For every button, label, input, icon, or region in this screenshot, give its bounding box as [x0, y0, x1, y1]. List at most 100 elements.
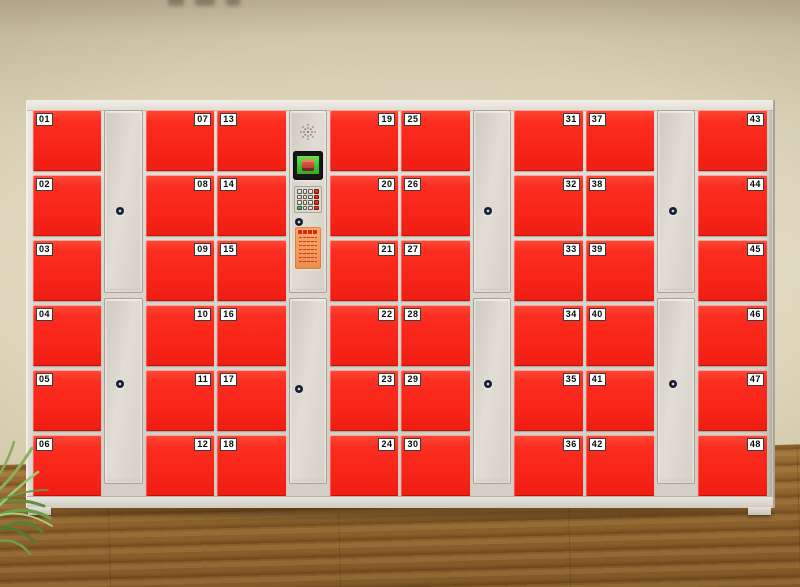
locker-door-20[interactable]: 20 — [329, 175, 399, 236]
door-number-plate: 47 — [746, 373, 764, 386]
locker-door-10[interactable]: 10 — [145, 305, 215, 366]
locker-door-42[interactable]: 42 — [585, 435, 655, 496]
locker-door-30[interactable]: 30 — [401, 435, 470, 496]
locker-door-40[interactable]: 40 — [585, 305, 655, 366]
locker-door-32[interactable]: 32 — [514, 175, 583, 236]
locker-door-45[interactable]: 45 — [698, 240, 767, 301]
locker-door-25[interactable]: 25 — [401, 110, 470, 171]
keypad-key[interactable] — [296, 189, 302, 194]
door-number-plate: 03 — [36, 243, 54, 256]
locker-door-46[interactable]: 46 — [698, 305, 767, 366]
locker-door-26[interactable]: 26 — [401, 175, 470, 236]
keypad-key[interactable] — [302, 200, 308, 205]
lock-icon[interactable] — [116, 379, 124, 388]
locker-door-47[interactable]: 47 — [698, 370, 767, 431]
locker-door-18[interactable]: 18 — [217, 435, 286, 496]
door-number-plate: 24 — [378, 438, 396, 451]
door-number-plate: 38 — [588, 178, 606, 191]
locker-door-41[interactable]: 41 — [585, 370, 655, 431]
door-number-plate: 34 — [562, 308, 580, 321]
keypad-key[interactable] — [308, 194, 314, 199]
locker-columns: 01 02 03 04 05 06 07 08 09 10 11 12 13 14 15 16 17 18 — [33, 110, 767, 496]
cabinet-top-frame — [27, 100, 773, 111]
service-door[interactable] — [288, 298, 327, 484]
door-number-plate: 07 — [194, 113, 212, 126]
keypad-key[interactable] — [314, 200, 319, 205]
lock-icon[interactable] — [116, 206, 124, 215]
locker-door-38[interactable]: 38 — [585, 175, 655, 236]
locker-door-11[interactable]: 11 — [145, 370, 215, 431]
keypad-key[interactable] — [314, 205, 319, 210]
locker-door-14[interactable]: 14 — [217, 175, 286, 236]
locker-door-36[interactable]: 36 — [514, 435, 583, 496]
service-door[interactable] — [657, 298, 696, 484]
door-number-plate: 44 — [746, 178, 764, 191]
locker-door-01[interactable]: 01 — [33, 110, 102, 171]
door-number-plate: 12 — [194, 438, 212, 451]
keypad-key[interactable] — [296, 194, 302, 199]
door-number-plate: 41 — [588, 373, 606, 386]
keypad-key[interactable] — [308, 189, 314, 194]
keypad-key[interactable] — [302, 205, 308, 210]
locker-door-43[interactable]: 43 — [698, 110, 767, 171]
locker-door-17[interactable]: 17 — [217, 370, 286, 431]
locker-door-39[interactable]: 39 — [585, 240, 655, 301]
locker-door-15[interactable]: 15 — [217, 240, 286, 301]
locker-door-16[interactable]: 16 — [217, 305, 286, 366]
keypad-key[interactable] — [314, 189, 319, 194]
locker-door-04[interactable]: 04 — [33, 305, 102, 366]
keypad-key[interactable] — [314, 194, 319, 199]
keypad[interactable] — [293, 186, 322, 213]
keypad-key[interactable] — [296, 200, 302, 205]
door-number-plate: 20 — [378, 178, 396, 191]
locker-door-23[interactable]: 23 — [329, 370, 399, 431]
locker-door-08[interactable]: 08 — [145, 175, 215, 236]
service-door[interactable] — [104, 298, 143, 484]
locker-door-09[interactable]: 09 — [145, 240, 215, 301]
service-door[interactable] — [472, 110, 512, 293]
locker-door-19[interactable]: 19 — [329, 110, 399, 171]
locker-door-35[interactable]: 35 — [514, 370, 583, 431]
control-lock-icon[interactable] — [294, 218, 303, 226]
service-door[interactable] — [657, 110, 696, 293]
locker-door-44[interactable]: 44 — [698, 175, 767, 236]
locker-door-07[interactable]: 07 — [145, 110, 215, 171]
locker-door-21[interactable]: 21 — [329, 240, 399, 301]
lock-icon[interactable] — [668, 206, 677, 215]
locker-door-28[interactable]: 28 — [401, 305, 470, 366]
display-screen[interactable] — [292, 151, 323, 180]
lock-icon[interactable] — [484, 206, 493, 215]
locker-door-06[interactable]: 06 — [33, 435, 102, 496]
locker-door-31[interactable]: 31 — [514, 110, 583, 171]
keypad-key[interactable] — [302, 194, 308, 199]
lock-icon[interactable] — [484, 379, 493, 388]
service-door[interactable] — [472, 298, 512, 484]
locker-door-33[interactable]: 33 — [514, 240, 583, 301]
locker-door-24[interactable]: 24 — [329, 435, 399, 496]
door-number-plate: 27 — [404, 243, 422, 256]
locker-door-12[interactable]: 12 — [145, 435, 215, 496]
locker-door-05[interactable]: 05 — [33, 370, 102, 431]
screen-content — [296, 156, 319, 174]
keypad-key[interactable] — [308, 205, 314, 210]
keypad-key[interactable] — [308, 200, 314, 205]
keypad-key[interactable] — [296, 205, 302, 210]
locker-door-22[interactable]: 22 — [329, 305, 399, 366]
locker-door-column: 07 08 09 10 11 12 — [145, 110, 215, 496]
locker-door-03[interactable]: 03 — [33, 240, 102, 301]
locker-door-29[interactable]: 29 — [401, 370, 470, 431]
door-number-plate: 06 — [36, 438, 54, 451]
keypad-key[interactable] — [302, 189, 308, 194]
locker-door-37[interactable]: 37 — [585, 110, 655, 171]
locker-door-34[interactable]: 34 — [514, 305, 583, 366]
door-number-plate: 01 — [36, 113, 54, 126]
locker-door-02[interactable]: 02 — [33, 175, 102, 236]
lock-icon[interactable] — [668, 379, 677, 388]
door-number-plate: 21 — [378, 243, 396, 256]
lock-icon[interactable] — [294, 385, 303, 394]
locker-door-27[interactable]: 27 — [401, 240, 470, 301]
locker-door-48[interactable]: 48 — [698, 435, 767, 496]
door-number-plate: 42 — [588, 438, 606, 451]
locker-door-13[interactable]: 13 — [217, 110, 286, 171]
service-door[interactable] — [104, 110, 143, 293]
